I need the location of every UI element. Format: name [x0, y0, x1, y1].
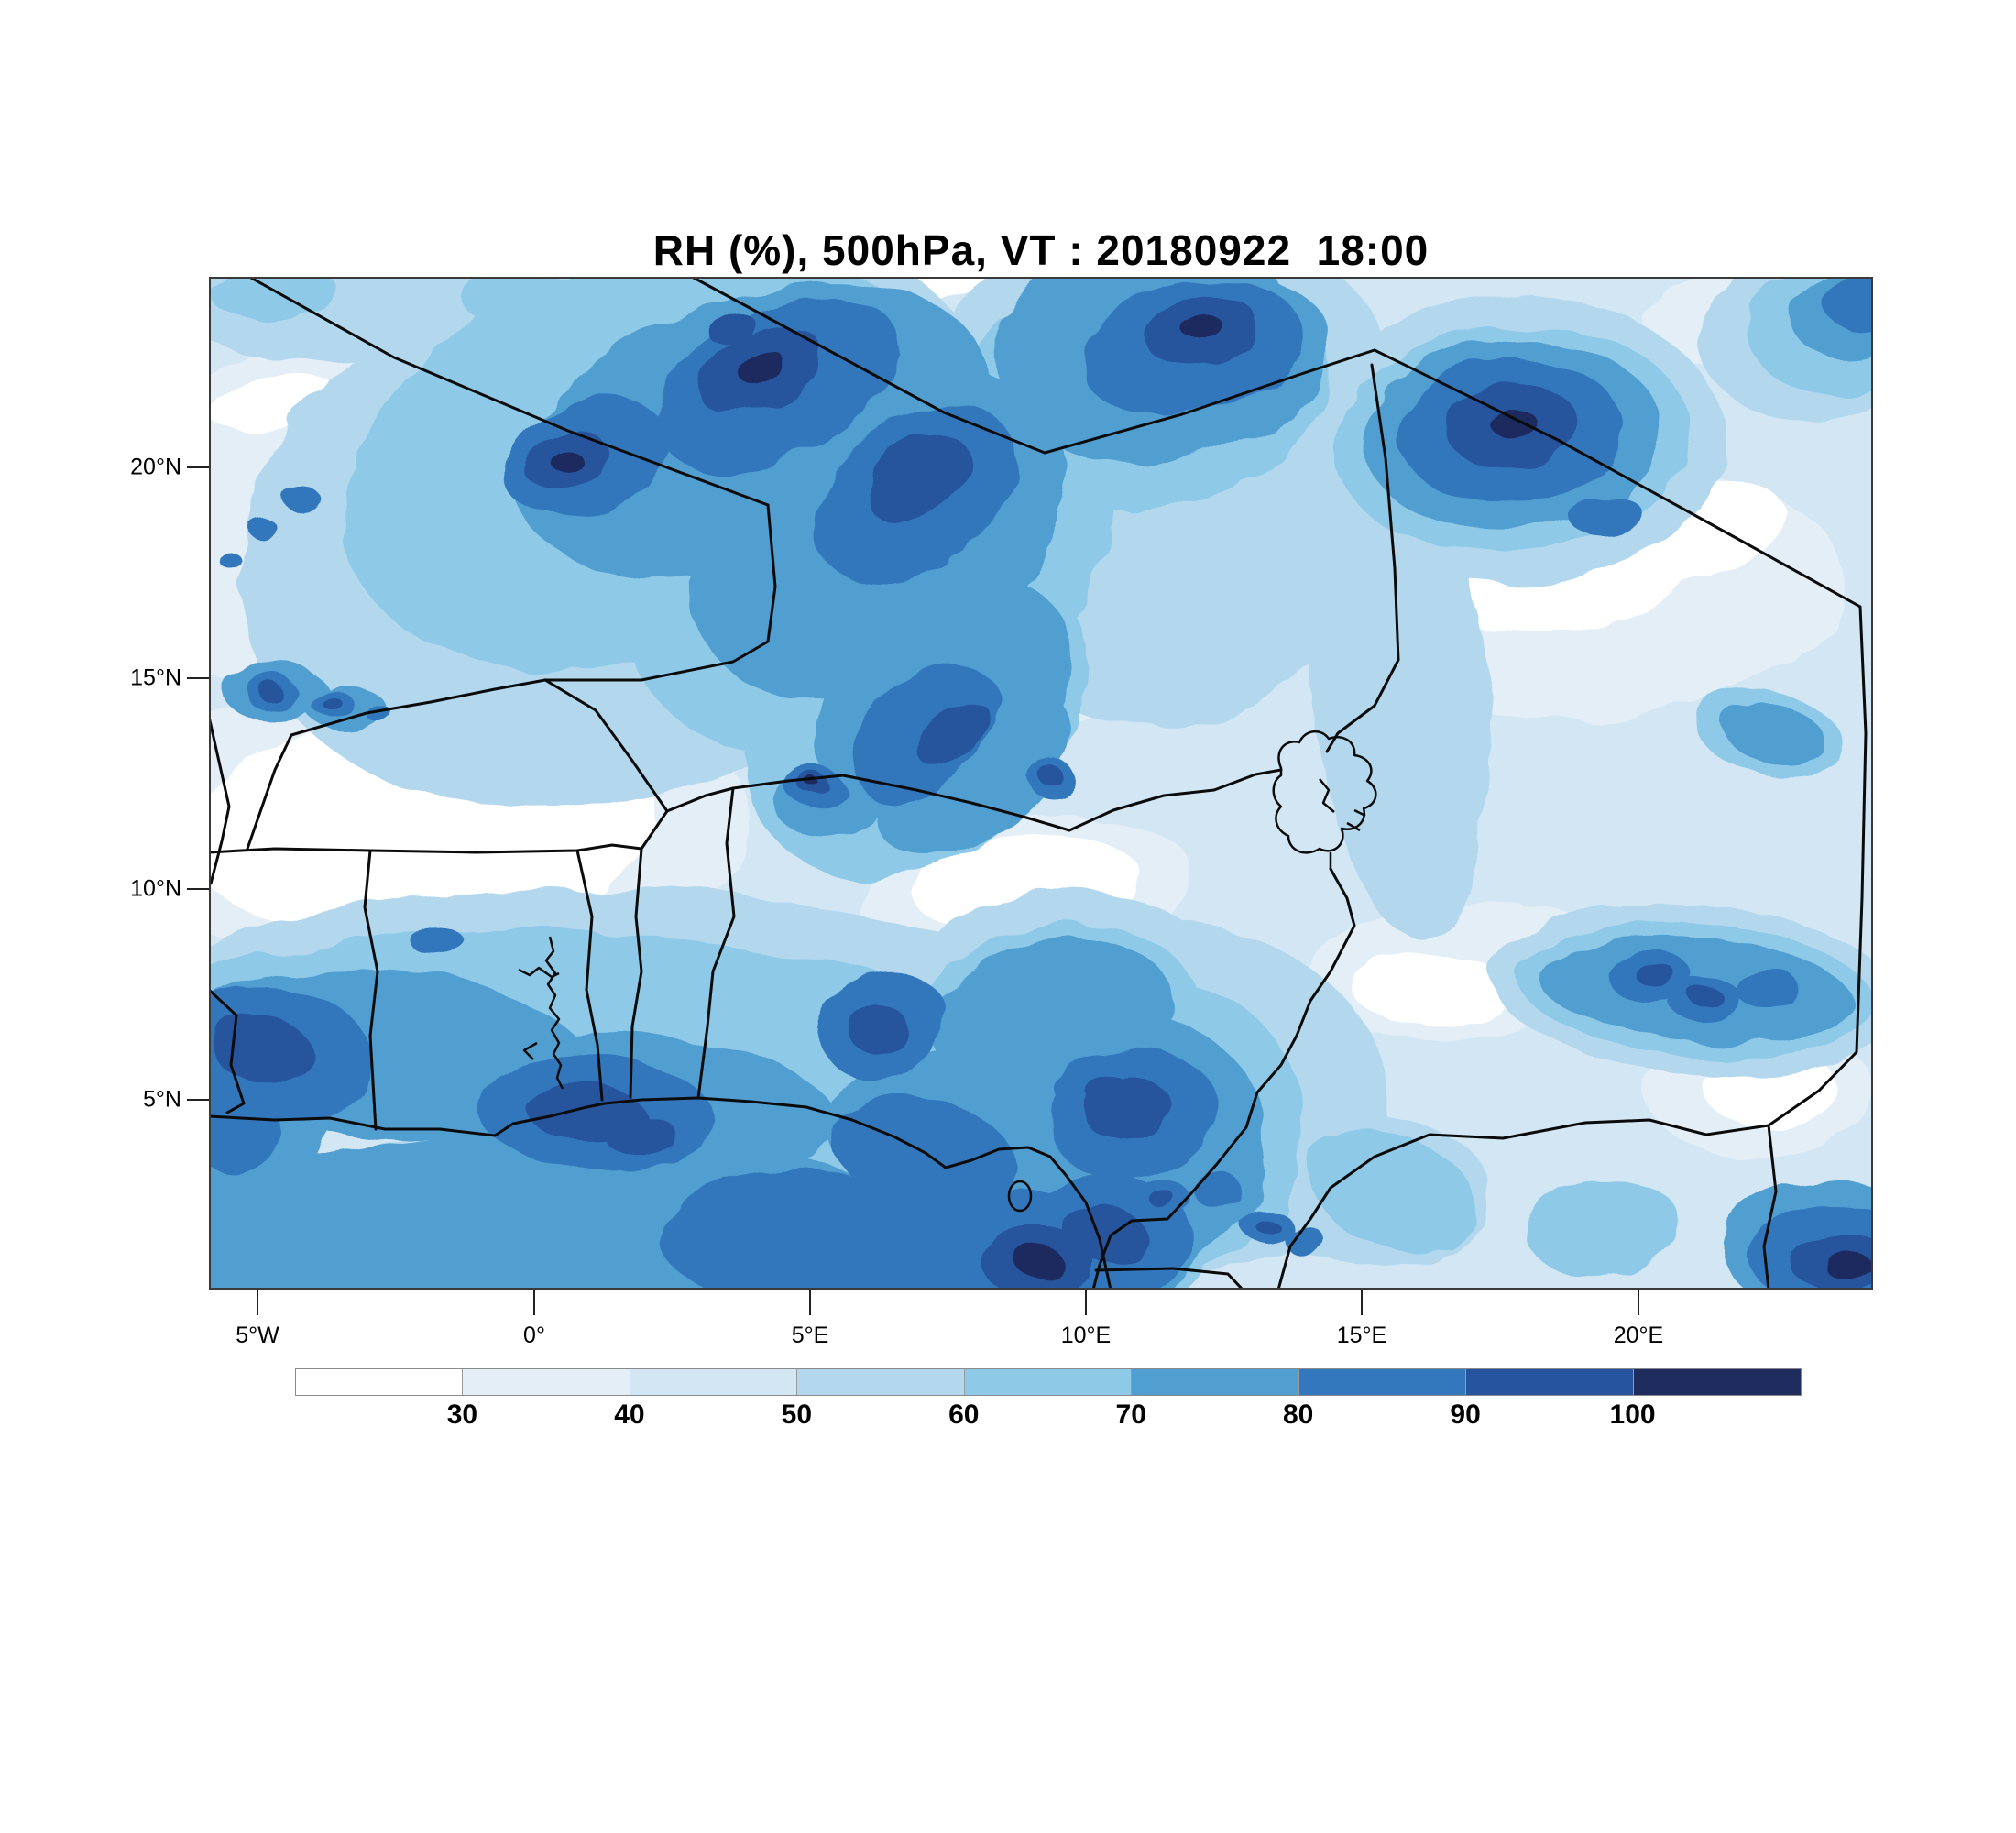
lon-tick-mark — [1361, 1290, 1363, 1315]
lat-tick-mark — [187, 677, 209, 679]
lat-tick-label: 20°N — [130, 454, 181, 480]
chart-title: RH (%), 500hPa, VT : 20180922 18:00 — [652, 226, 1430, 274]
colorbar-segment — [1466, 1369, 1634, 1395]
country-borders — [209, 277, 1868, 1290]
rh-contour-map — [209, 277, 1873, 1290]
lake-chad-outline — [1272, 730, 1377, 869]
colorbar-value-label: 100 — [1609, 1399, 1656, 1430]
lon-tick-mark — [257, 1290, 258, 1315]
colorbar-segment — [964, 1369, 1133, 1395]
lat-tick-label: 15°N — [130, 664, 181, 691]
lat-tick-mark — [187, 888, 209, 890]
colorbar-segment — [296, 1369, 464, 1395]
colorbar-value-label: 80 — [1282, 1399, 1314, 1430]
lat-tick-label: 5°N — [143, 1086, 181, 1113]
lon-tick-mark — [533, 1290, 535, 1315]
lon-tick-label: 15°E — [1336, 1323, 1387, 1348]
bioko-island-outline — [1007, 1180, 1033, 1213]
colorbar-segment — [630, 1369, 798, 1395]
lat-tick-mark — [187, 1099, 209, 1101]
rh-filled-contours — [209, 277, 1873, 1290]
lon-tick-label: 5°W — [236, 1323, 279, 1348]
colorbar-value-label: 90 — [1450, 1399, 1481, 1430]
lon-tick-mark — [1638, 1290, 1639, 1315]
lon-tick-mark — [1085, 1290, 1087, 1315]
colorbar-value-label: 60 — [948, 1399, 980, 1430]
colorbar-value-label: 40 — [614, 1399, 645, 1430]
colorbar-segment — [1132, 1369, 1299, 1395]
colorbar-segment — [797, 1369, 965, 1395]
colorbar-segment — [1633, 1369, 1801, 1395]
colorbar-value-label: 30 — [446, 1399, 478, 1430]
lon-tick-label: 5°E — [791, 1323, 829, 1348]
colorbar-value-label: 50 — [781, 1399, 813, 1430]
lat-tick-label: 10°N — [130, 875, 181, 902]
colorbar-value-label: 70 — [1115, 1399, 1146, 1430]
lon-tick-mark — [809, 1290, 811, 1315]
colorbar — [295, 1368, 1802, 1396]
lon-tick-label: 20°E — [1613, 1323, 1664, 1348]
lake-volta-outline — [518, 936, 564, 1090]
colorbar-segment — [1298, 1369, 1467, 1395]
lat-tick-mark — [187, 466, 209, 468]
lon-tick-label: 0° — [523, 1323, 545, 1348]
lon-tick-label: 10°E — [1060, 1323, 1112, 1348]
colorbar-segment — [463, 1369, 630, 1395]
